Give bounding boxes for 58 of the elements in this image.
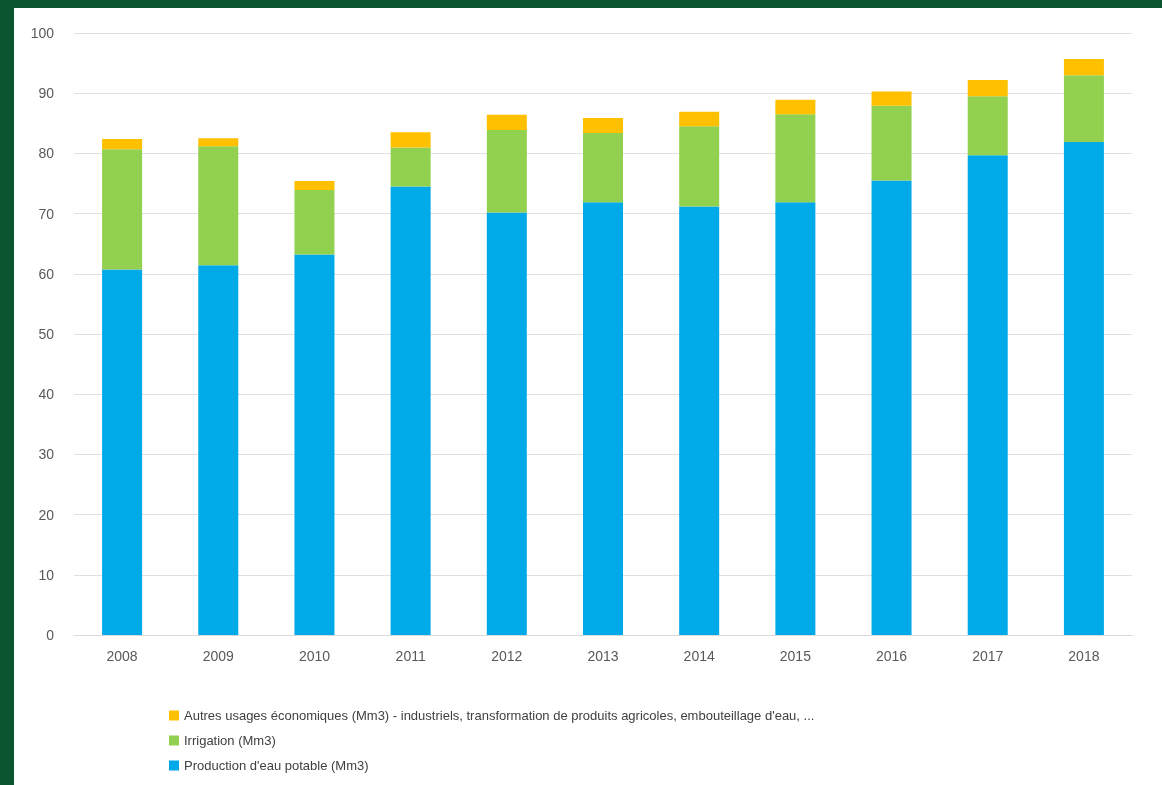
y-tick-label: 70: [38, 205, 55, 222]
bar: [967, 79, 1008, 97]
x-tick-label: 2010: [298, 648, 331, 664]
bar: [679, 206, 720, 635]
x-tick-label: 2018: [1068, 648, 1100, 664]
bar: [871, 91, 912, 106]
x-tick-label: 2016: [875, 648, 908, 664]
bar: [679, 126, 720, 207]
x-tick-label: 2013: [587, 648, 619, 664]
y-tick-label: 10: [38, 566, 55, 583]
bar: [390, 132, 431, 148]
bar: [486, 129, 527, 213]
bar: [390, 186, 431, 635]
y-tick-label: 60: [38, 265, 55, 282]
bar: [775, 202, 816, 635]
bar: [102, 149, 143, 270]
x-tick-label: 2009: [202, 648, 235, 664]
x-tick-label: 2012: [491, 648, 523, 664]
bar: [294, 254, 335, 635]
legend-label: Production d'eau potable (Mm3): [184, 758, 369, 773]
x-tick-label: 2008: [106, 648, 138, 664]
bar: [1063, 141, 1104, 635]
bar: [583, 117, 623, 133]
bar: [294, 181, 335, 191]
bar: [775, 114, 816, 203]
legend-label: Irrigation (Mm3): [184, 733, 276, 748]
bar: [871, 105, 912, 181]
bar: [198, 265, 239, 635]
bar: [102, 269, 143, 635]
bar: [486, 114, 527, 130]
x-tick-label: 2017: [972, 648, 1004, 664]
bar: [198, 146, 239, 266]
bar: [583, 202, 623, 635]
bar: [1063, 58, 1104, 76]
x-tick-label: 2011: [395, 648, 426, 664]
bar: [1063, 75, 1104, 142]
y-tick-label: 30: [38, 446, 55, 463]
bar: [294, 190, 335, 255]
x-tick-label: 2015: [779, 648, 812, 664]
y-tick-label: 100: [30, 25, 55, 41]
y-tick-label: 90: [38, 85, 55, 102]
bar: [486, 212, 527, 635]
bar: [198, 138, 239, 147]
bar: [967, 96, 1008, 156]
bar: [967, 155, 1008, 635]
bar: [583, 132, 623, 203]
y-tick-label: 50: [38, 326, 55, 342]
x-tick-label: 2014: [683, 648, 715, 664]
y-tick-label: 20: [38, 506, 55, 523]
bar: [390, 147, 431, 187]
y-tick-label: 80: [38, 145, 55, 162]
bar: [102, 138, 143, 150]
bar: [679, 111, 720, 127]
legend-label: Autres usages économiques (Mm3) - industriels, transformation de produits agricoles, embouteillage d'eau, ...: [184, 708, 815, 723]
y-tick-label: 40: [38, 386, 55, 403]
bar: [871, 180, 912, 635]
bar: [775, 99, 816, 115]
y-tick-label: 0: [46, 627, 55, 643]
